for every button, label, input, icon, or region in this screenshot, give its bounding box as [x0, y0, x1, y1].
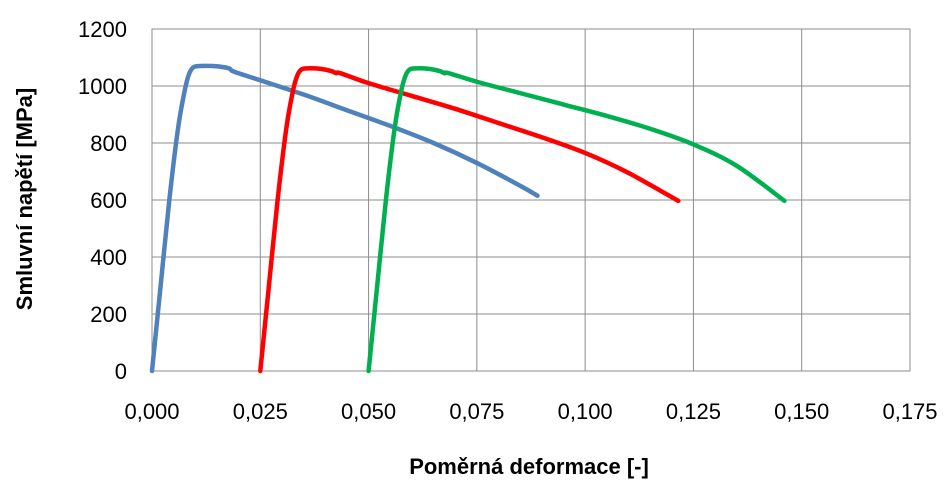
x-tick-label: 0,025 — [233, 399, 288, 424]
series-line-1 — [149, 63, 540, 374]
y-tick-label: 400 — [90, 245, 127, 270]
y-tick-label: 200 — [90, 302, 127, 327]
y-tick-label: 600 — [90, 188, 127, 213]
y-tick-label: 1000 — [78, 74, 127, 99]
tick-labels: 0 200 400 600 800 1000 1200 0,000 0,025 0,050 0,07… — [78, 17, 937, 424]
series-layer — [149, 63, 787, 374]
x-tick-label: 0,150 — [774, 399, 829, 424]
y-axis-title: Smluvní napětí [MPa] — [12, 88, 37, 310]
series-line-2 — [258, 66, 681, 374]
x-tick-label: 0,175 — [882, 399, 937, 424]
x-tick-label: 0,050 — [341, 399, 396, 424]
plot-area-border — [151, 28, 911, 372]
series-line-3 — [366, 66, 787, 374]
y-tick-label: 1200 — [78, 17, 127, 42]
x-tick-label: 0,125 — [666, 399, 721, 424]
y-tick-label: 0 — [115, 359, 127, 384]
x-axis-title: Poměrná deformace [-] — [409, 454, 649, 479]
x-tick-label: 0,100 — [558, 399, 613, 424]
x-tick-label: 0,000 — [124, 399, 179, 424]
x-tick-label: 0,075 — [449, 399, 504, 424]
y-tick-label: 800 — [90, 131, 127, 156]
